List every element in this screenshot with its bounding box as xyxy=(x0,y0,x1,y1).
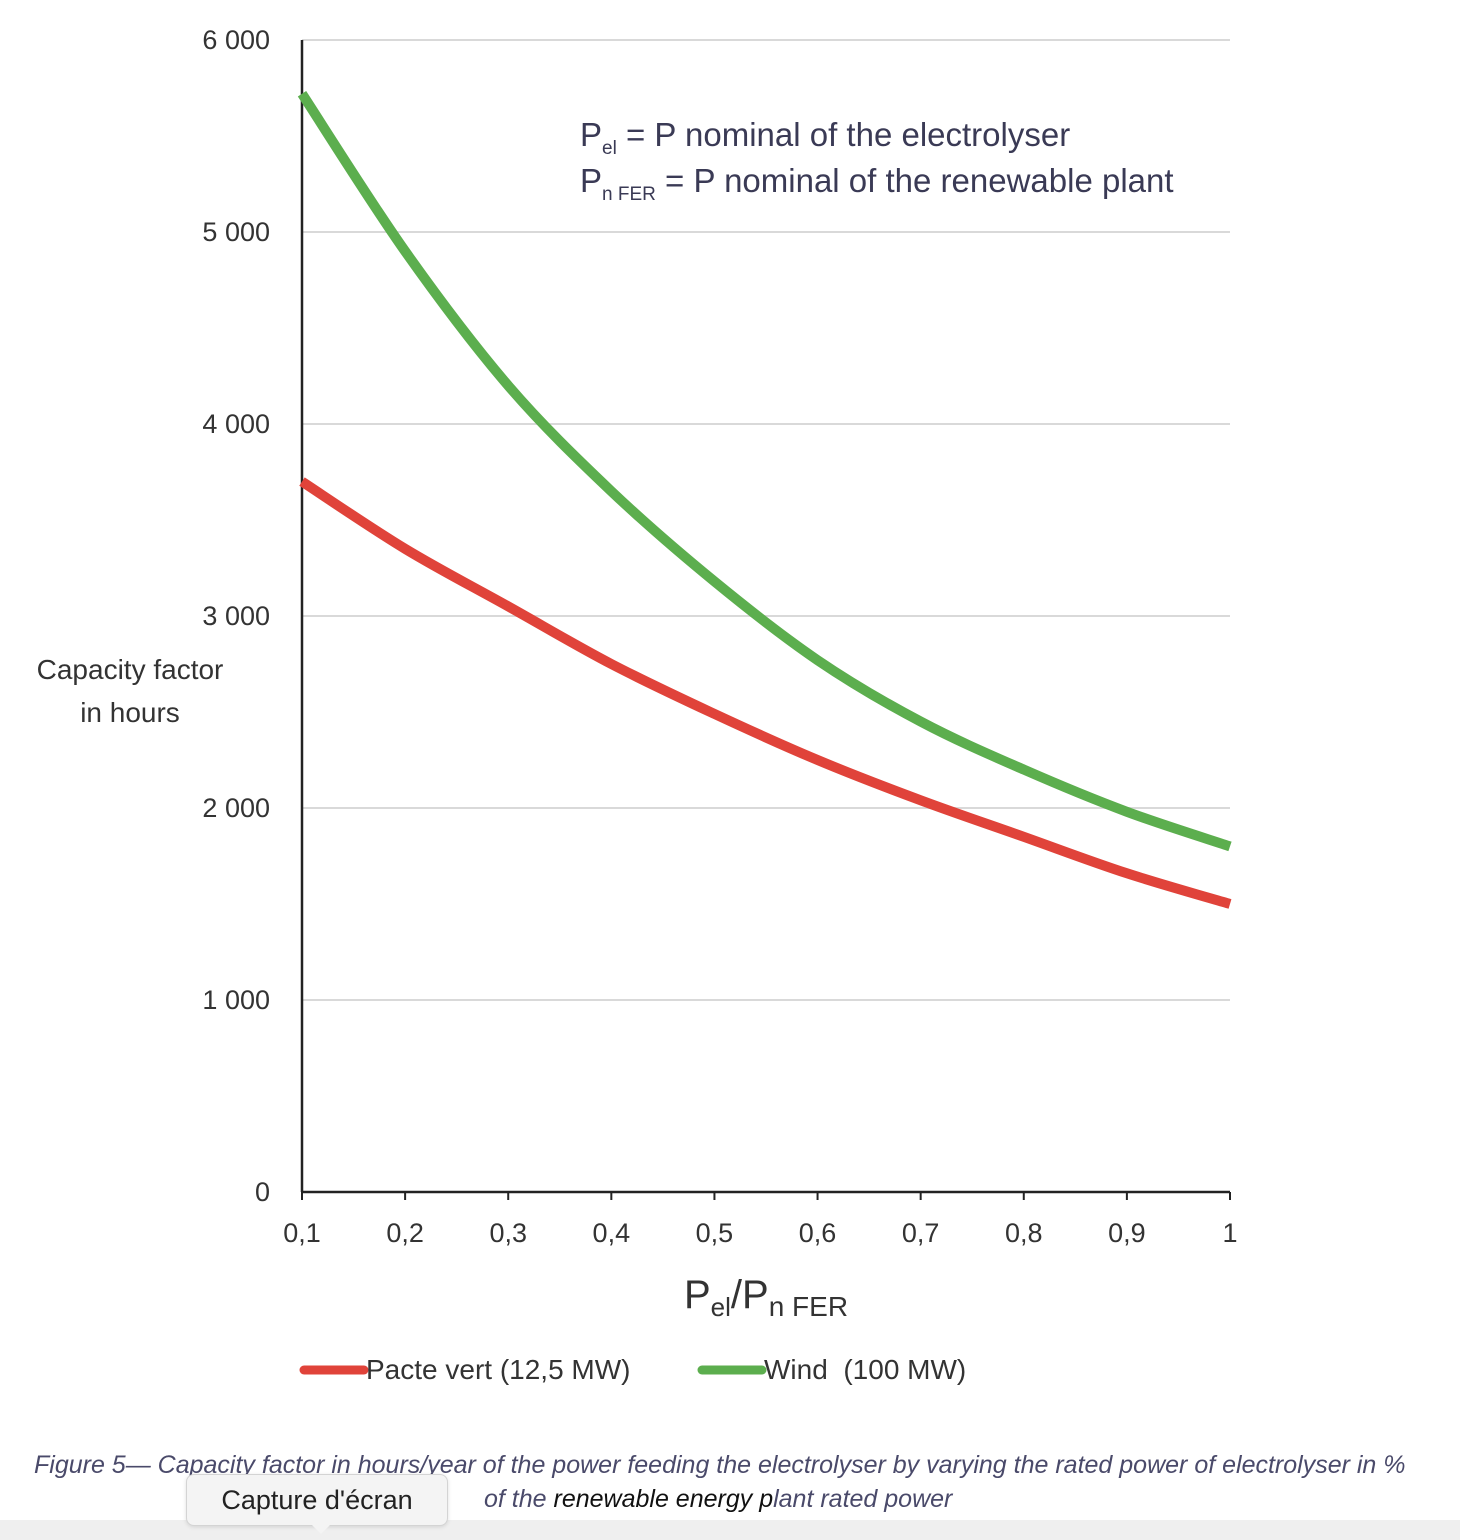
x-tick-label: 0,1 xyxy=(283,1218,321,1248)
caption-line2-post: lant rated power xyxy=(773,1485,953,1513)
y-tick-label: 4 000 xyxy=(202,409,270,439)
axes: 0 1 000 2 000 3 000 4 000 5 000 6 000 0,1 0,2 0,3… xyxy=(202,25,1237,1248)
y-tick-label: 5 000 xyxy=(202,217,270,247)
y-tick-label: 2 000 xyxy=(202,793,270,823)
x-tick-label: 0,5 xyxy=(696,1218,734,1248)
legend-label-wind: Wind (100 MW) xyxy=(764,1354,966,1385)
x-tick-label: 0,4 xyxy=(593,1218,631,1248)
y-tick-label: 0 xyxy=(255,1177,270,1207)
tooltip-arrow xyxy=(310,1523,332,1534)
y-tick-label: 1 000 xyxy=(202,985,270,1015)
y-tick-label: 6 000 xyxy=(202,25,270,55)
y-axis-label-line1: Capacity factor xyxy=(37,654,224,685)
legend: Pacte vert (12,5 MW) Wind (100 MW) xyxy=(299,1354,966,1385)
x-tick-label: 0,8 xyxy=(1005,1218,1043,1248)
tooltip-label: Capture d'écran xyxy=(221,1484,413,1515)
series-line-1 xyxy=(297,91,1232,852)
annotation-line2: Pn FER = P nominal of the renewable plan… xyxy=(580,162,1174,205)
x-tick-label: 0,6 xyxy=(799,1218,837,1248)
caption-line2-bold: renewable energy p xyxy=(553,1485,774,1513)
x-axis-label: Pel/Pn FER xyxy=(684,1273,848,1322)
x-tick-label: 0,7 xyxy=(902,1218,940,1248)
x-tick-label: 1 xyxy=(1222,1218,1237,1248)
x-tick-label: 0,3 xyxy=(489,1218,527,1248)
series-line-0 xyxy=(299,477,1232,909)
x-tick-label: 0,2 xyxy=(386,1218,424,1248)
y-tick-label: 3 000 xyxy=(202,601,270,631)
legend-label-pacte-vert: Pacte vert (12,5 MW) xyxy=(366,1354,631,1385)
annotation-line1: Pel = P nominal of the electrolyser xyxy=(580,116,1070,159)
screenshot-tooltip: Capture d'écran xyxy=(186,1474,448,1526)
caption-line2: of the renewable energy plant rated powe… xyxy=(484,1482,952,1516)
y-axis-label-line2: in hours xyxy=(80,697,180,728)
series xyxy=(297,91,1232,909)
caption-line2-pre: of the xyxy=(484,1485,554,1513)
capacity-factor-chart: 0 1 000 2 000 3 000 4 000 5 000 6 000 0,1 0,2 0,3… xyxy=(37,25,1238,1385)
gridlines xyxy=(302,39,1230,1001)
x-tick-label: 0,9 xyxy=(1108,1218,1146,1248)
